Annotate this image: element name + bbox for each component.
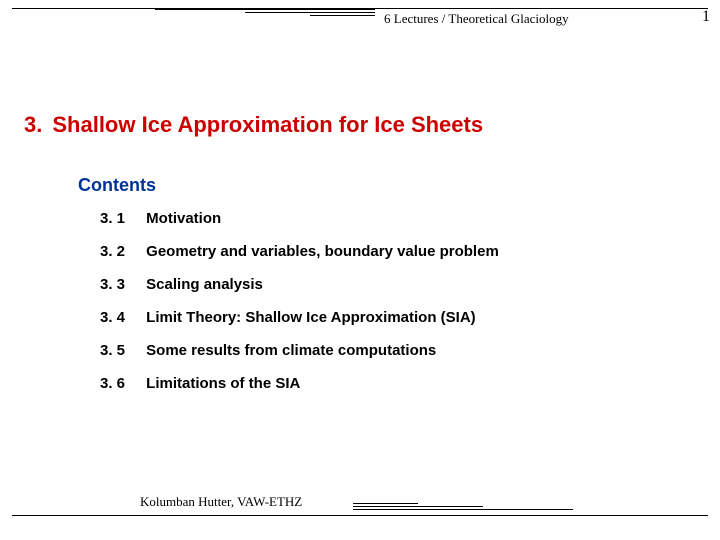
contents-item-label: Motivation xyxy=(146,210,221,227)
footer-author: Kolumban Hutter, VAW-ETHZ xyxy=(140,494,302,510)
header-rule-stack xyxy=(155,9,375,16)
contents-item-num: 3. 2 xyxy=(100,243,142,260)
page-number: 1 xyxy=(702,8,710,26)
footer-rule-stack xyxy=(353,503,573,512)
contents-item: 3. 6 Limitations of the SIA xyxy=(100,375,499,392)
contents-item-num: 3. 5 xyxy=(100,342,142,359)
header-course-text: 6 Lectures / Theoretical Glaciology xyxy=(384,11,569,27)
chapter-title: 3. Shallow Ice Approximation for Ice Shee… xyxy=(24,112,483,138)
contents-item-num: 3. 6 xyxy=(100,375,142,392)
contents-item-label: Some results from climate computations xyxy=(146,342,436,359)
contents-item-label: Limitations of the SIA xyxy=(146,375,300,392)
contents-item-num: 3. 1 xyxy=(100,210,142,227)
contents-heading: Contents xyxy=(78,175,156,196)
contents-item: 3. 5 Some results from climate computati… xyxy=(100,342,499,359)
contents-list: 3. 1 Motivation 3. 2 Geometry and variab… xyxy=(100,210,499,408)
footer-rule-full xyxy=(12,515,708,516)
contents-item-label: Geometry and variables, boundary value p… xyxy=(146,243,499,260)
slide-page: 6 Lectures / Theoretical Glaciology 1 3.… xyxy=(0,0,720,540)
contents-item-num: 3. 4 xyxy=(100,309,142,326)
contents-item: 3. 3 Scaling analysis xyxy=(100,276,499,293)
contents-item-label: Limit Theory: Shallow Ice Approximation … xyxy=(146,309,475,326)
contents-item: 3. 1 Motivation xyxy=(100,210,499,227)
contents-item: 3. 2 Geometry and variables, boundary va… xyxy=(100,243,499,260)
contents-item: 3. 4 Limit Theory: Shallow Ice Approxima… xyxy=(100,309,499,326)
chapter-number: 3. xyxy=(24,112,42,137)
contents-item-num: 3. 3 xyxy=(100,276,142,293)
contents-item-label: Scaling analysis xyxy=(146,276,263,293)
chapter-title-text: Shallow Ice Approximation for Ice Sheets xyxy=(52,112,483,137)
